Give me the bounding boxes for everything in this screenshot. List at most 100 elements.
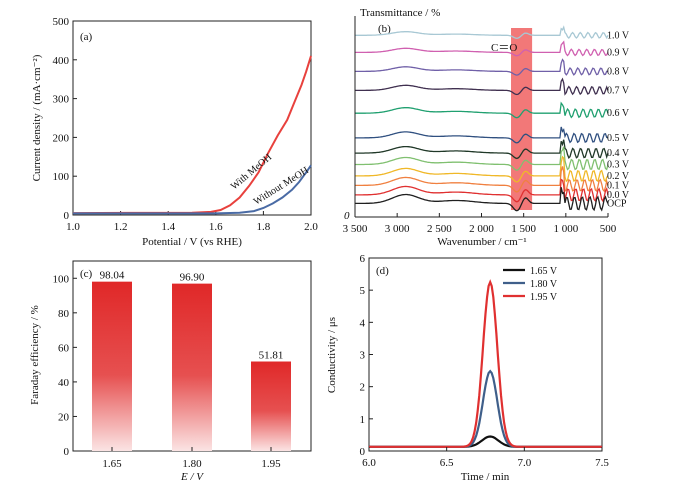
panel-a-ylabel: Current density / (mA·cm⁻²)	[31, 54, 43, 181]
series-label-ocp: OCP	[607, 198, 627, 209]
series-1-80-v	[369, 369, 602, 448]
panel-b-xtick-label: 500	[600, 223, 617, 235]
series-label-0-3-v: 0.3 V	[607, 160, 630, 171]
panel-c-ytick-label: 60	[58, 342, 70, 354]
panel-d-frame	[368, 257, 603, 452]
series-without-meoh	[73, 164, 312, 215]
bar-1-95	[251, 361, 291, 451]
series-label-0-4-v: 0.4 V	[607, 148, 630, 159]
bar-1-65	[92, 281, 132, 451]
panel-a-xtick-label: 1.6	[209, 221, 223, 233]
panel-c-ytick-label: 80	[58, 308, 70, 320]
spectrum-1-0-v	[355, 25, 609, 40]
panel-b-xtick-label: 3 000	[385, 223, 410, 235]
spectrum-0-4-v	[355, 139, 609, 160]
panel-c-xlabel: E / V	[180, 471, 204, 483]
panel-c-bars: 98.04 96.90 51.81	[92, 270, 291, 451]
panel-a-ytick-label: 500	[53, 16, 70, 28]
series-label-0-9-v: 0.9 V	[607, 47, 630, 58]
spectrum-ocp	[355, 187, 609, 212]
series-label-0-2-v: 0.2 V	[607, 171, 630, 182]
panel-d-conductivity: (d) 6.0 6.5 7.0 7.5 0 1 2 3 4 5 6 1.65 V 1.80 V 1.95…	[326, 253, 609, 483]
spectrum-0-8-v	[355, 58, 609, 76]
series-label-0-8-v: 0.8 V	[607, 66, 630, 77]
panel-b-xtick-label: 2 500	[427, 223, 452, 235]
panel-c-ticks: 0 20 40 60 80 100 1.65 1.80 1.95	[53, 273, 282, 470]
panel-d-xtick-label: 6.0	[362, 457, 376, 469]
panel-a-ytick-label: 400	[53, 55, 70, 67]
panel-a-xtick-label: 1.4	[161, 221, 175, 233]
panel-b-spectra	[355, 25, 609, 212]
panel-d-legend: 1.65 V 1.80 V 1.95 V	[503, 266, 558, 303]
panel-a-ytick-label: 200	[53, 132, 70, 144]
panel-c-label: (c)	[80, 268, 93, 280]
series-label-0-5-v: 0.5 V	[607, 133, 630, 144]
panel-c-ytick-label: 100	[53, 273, 70, 285]
panel-a-ticks: 1.0 1.2 1.4 1.6 1.8 2.0 0 100 200 300 400 500	[53, 16, 319, 233]
series-label-0-0-v: 0.0 V	[607, 190, 630, 201]
panel-a-current-density: (a) 1.0 1.2 1.4 1.6 1.8 2.0 0 100 200 300 400 500 P…	[31, 16, 318, 248]
spectrum-0-2-v	[355, 155, 609, 183]
panel-c-ylabel: Faraday efficiency / %	[29, 305, 41, 405]
spectrum-0-5-v	[355, 126, 609, 144]
panel-d-xtick-label: 6.5	[440, 457, 454, 469]
panel-a-frame	[72, 20, 312, 216]
panel-b-xtick-label: 1 000	[553, 223, 578, 235]
panel-a-xtick-label: 1.0	[66, 221, 80, 233]
panel-c-xtick-label: 1.65	[102, 458, 122, 470]
series-with-meoh	[72, 55, 312, 215]
panel-a-series	[72, 55, 312, 215]
annotation-with-meoh: With MeOH	[229, 152, 274, 192]
co-highlight-band	[511, 28, 533, 210]
panel-d-ytick-label: 2	[360, 382, 366, 394]
panel-a-xtick-label: 1.2	[114, 221, 128, 233]
panel-a-xlabel: Potential / V (vs RHE)	[142, 236, 242, 248]
panel-b-label: (b)	[378, 23, 391, 35]
panel-b-ylabel: Transmittance / %	[360, 7, 440, 19]
spectrum-0-3-v	[355, 146, 609, 171]
panel-d-xtick-label: 7.5	[595, 457, 609, 469]
legend-label: 1.95 V	[530, 292, 558, 303]
series-label-0-7-v: 0.7 V	[607, 85, 630, 96]
panel-d-xlabel: Time / min	[461, 471, 510, 483]
legend-label: 1.80 V	[530, 279, 558, 290]
panel-c-faraday-efficiency: (c) 98.04 96.90 51.81 0 20 40 60 80 100 1.65 1.80…	[29, 260, 312, 483]
bar-value-label: 96.90	[180, 272, 205, 284]
panel-c-xtick-label: 1.80	[182, 458, 202, 470]
panel-d-ytick-label: 6	[360, 253, 366, 265]
panel-d-ytick-label: 4	[360, 317, 366, 329]
panel-c-ytick-label: 40	[58, 377, 70, 389]
bar-1-80	[172, 283, 212, 451]
panel-d-ylabel: Conductivity / μs	[326, 317, 338, 393]
panel-c-ytick-label: 0	[64, 446, 70, 458]
panel-a-xtick-label: 1.8	[257, 221, 271, 233]
panel-d-ticks: 6.0 6.5 7.0 7.5 0 1 2 3 4 5 6	[360, 253, 610, 469]
panel-b-ticks: 3 500 3 000 2 500 2 000 1 500 1 000 500	[343, 213, 617, 235]
bar-value-label: 51.81	[259, 350, 284, 362]
panel-d-series	[369, 279, 602, 448]
panel-b-xtick-label: 3 500	[343, 223, 368, 235]
series-label-0-6-v: 0.6 V	[607, 108, 630, 119]
panel-d-xtick-label: 7.0	[517, 457, 531, 469]
spectrum-0-1-v	[355, 166, 609, 193]
panel-b-origin-label: 0	[344, 210, 350, 222]
panel-a-ytick-label: 300	[53, 94, 70, 106]
panel-b-xlabel: Wavenumber / cm⁻¹	[437, 236, 526, 248]
panel-d-ytick-label: 5	[360, 285, 366, 297]
co-band-label: C＝O	[491, 42, 517, 54]
spectrum-0-0-v	[355, 178, 609, 203]
series-label-1-0-v: 1.0 V	[607, 30, 630, 41]
panel-d-ytick-label: 3	[360, 350, 366, 362]
panel-b-ftir: Transmittance / % (b) 0 C＝O 3 500 3 000 2 …	[343, 7, 630, 248]
panel-d-ytick-label: 0	[360, 446, 366, 458]
panel-a-label: (a)	[80, 31, 93, 43]
series-1-95-v	[369, 279, 602, 448]
bar-value-label: 98.04	[100, 270, 125, 282]
series-label-0-1-v: 0.1 V	[607, 180, 630, 191]
panel-c-xtick-label: 1.95	[261, 458, 281, 470]
spectrum-0-7-v	[355, 77, 609, 96]
panel-a-ytick-label: 0	[64, 210, 70, 222]
panel-c-ytick-label: 20	[58, 411, 70, 423]
legend-label: 1.65 V	[530, 266, 558, 277]
